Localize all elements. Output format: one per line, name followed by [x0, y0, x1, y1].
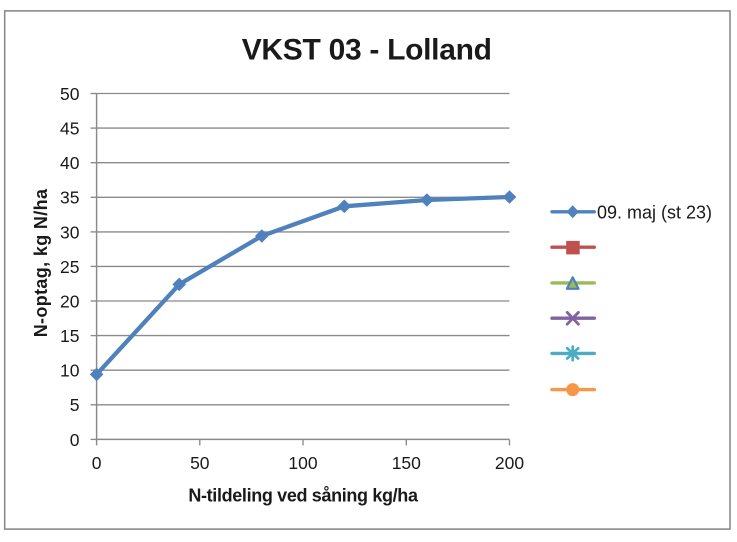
svg-text:40: 40: [60, 153, 80, 173]
svg-text:0: 0: [70, 430, 80, 450]
svg-text:20: 20: [60, 291, 80, 311]
svg-text:0: 0: [92, 453, 102, 473]
svg-text:N-optag, kg N/ha: N-optag, kg N/ha: [31, 188, 51, 337]
svg-text:35: 35: [60, 188, 79, 208]
svg-text:150: 150: [392, 453, 421, 473]
svg-text:30: 30: [60, 222, 80, 242]
svg-text:50: 50: [190, 453, 210, 473]
svg-text:200: 200: [495, 453, 524, 473]
svg-text:5: 5: [70, 395, 80, 415]
svg-text:15: 15: [60, 326, 79, 346]
svg-text:25: 25: [60, 257, 79, 277]
svg-text:50: 50: [60, 84, 80, 104]
svg-text:N-tildeling ved såning kg/ha: N-tildeling ved såning kg/ha: [188, 485, 419, 505]
svg-text:09. maj (st 23): 09. maj (st 23): [597, 202, 712, 222]
svg-text:45: 45: [60, 119, 79, 139]
svg-text:10: 10: [60, 361, 80, 381]
svg-text:100: 100: [288, 453, 317, 473]
svg-text:VKST 03 - Lolland: VKST 03 - Lolland: [242, 33, 492, 66]
